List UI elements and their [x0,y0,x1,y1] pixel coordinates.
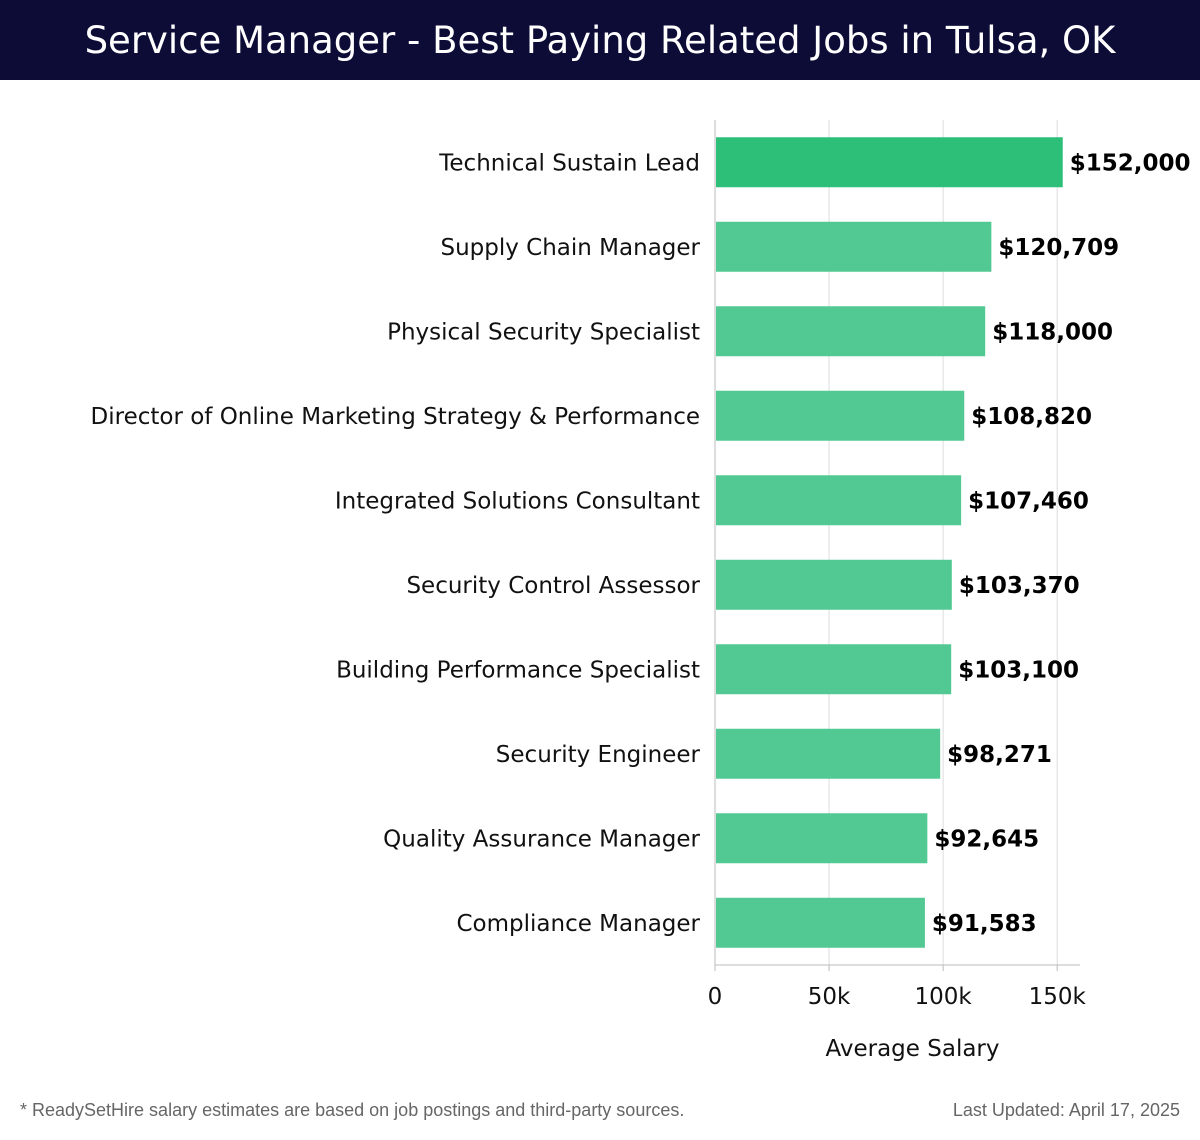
value-label: $103,370 [959,573,1080,599]
category-label: Quality Assurance Manager [383,826,700,852]
last-updated: Last Updated: April 17, 2025 [952,1100,1180,1120]
value-label: $107,460 [968,488,1089,514]
chart-title: Service Manager - Best Paying Related Jo… [84,18,1116,62]
salary-bar-chart: Technical Sustain Lead Supply Chain Manag… [91,120,1191,1062]
bar [716,728,941,779]
category-label: Integrated Solutions Consultant [335,488,700,514]
category-label: Technical Sustain Lead [438,150,700,176]
value-label: $98,271 [947,742,1052,768]
bar [716,559,952,610]
value-label: $91,583 [932,911,1037,937]
category-label: Director of Online Marketing Strategy & … [91,404,700,430]
x-axis: 0 50k 100k 150k Average Salary [708,120,1087,1062]
bar [716,137,1063,188]
footer-note: * ReadySetHire salary estimates are base… [20,1100,685,1120]
bar [716,897,925,948]
bar [716,644,952,695]
category-label: Security Engineer [496,742,701,768]
value-label: $152,000 [1070,150,1191,176]
bar [716,221,992,272]
value-label: $108,820 [971,404,1092,430]
bar [716,475,962,526]
x-tick-label: 150k [1029,984,1087,1010]
value-label: $92,645 [934,826,1039,852]
chart-header: Service Manager - Best Paying Related Jo… [0,0,1200,80]
x-tick-label: 0 [708,984,723,1010]
category-label: Building Performance Specialist [336,657,700,683]
value-labels: $152,000 $120,709 $118,000 $108,820 $107,460… [932,150,1191,937]
x-tick-label: 100k [915,984,973,1010]
bar [716,813,928,864]
x-axis-title: Average Salary [825,1036,999,1062]
value-label: $118,000 [992,319,1113,345]
category-label: Security Control Assessor [406,573,700,599]
bar [716,306,986,357]
bars [716,137,1063,948]
category-label: Supply Chain Manager [440,235,700,261]
value-label: $103,100 [958,657,1079,683]
value-label: $120,709 [998,235,1119,261]
chart-area: Technical Sustain Lead Supply Chain Manag… [0,80,1200,1080]
category-labels: Technical Sustain Lead Supply Chain Manag… [91,150,701,937]
category-label: Compliance Manager [456,911,700,937]
bar [716,390,965,441]
category-label: Physical Security Specialist [387,319,700,345]
x-tick-label: 50k [808,984,851,1010]
